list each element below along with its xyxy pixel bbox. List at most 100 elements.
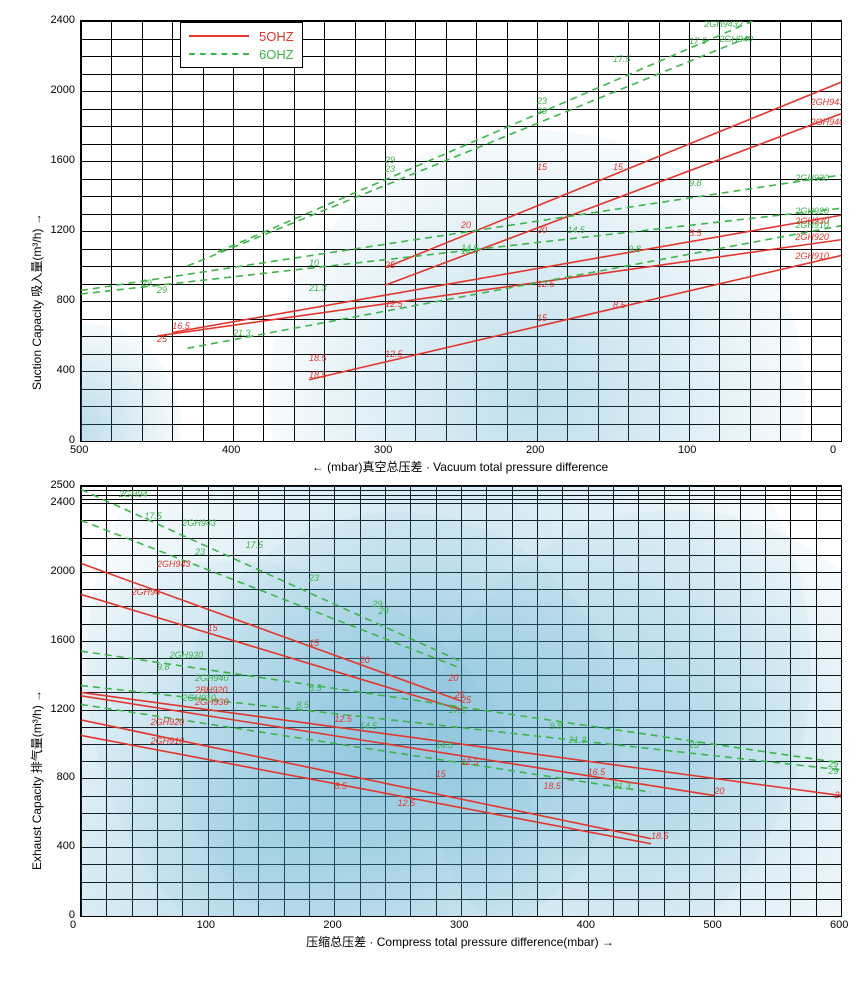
series-label: 15 xyxy=(537,162,547,172)
series-label: 18.5 xyxy=(309,353,327,363)
series-label: 12.5 xyxy=(334,714,352,724)
series-label: 21.3 xyxy=(569,735,587,745)
legend-line-50hz xyxy=(189,35,249,37)
y-tick-label: 1200 xyxy=(51,224,75,236)
series-label: 20 xyxy=(537,225,547,235)
series-2GH910 xyxy=(81,735,651,843)
series-label: 23 xyxy=(537,96,547,106)
x-tick-label: 300 xyxy=(450,919,468,931)
series-2GH940 xyxy=(187,37,749,266)
series-label: 2GH920 xyxy=(795,232,829,242)
legend-item-60hz: 6OHZ xyxy=(189,45,294,63)
series-label: 29 xyxy=(828,766,838,776)
y-tick-label: 1200 xyxy=(51,703,75,715)
x-tick-label: 0 xyxy=(70,919,76,931)
y-tick-label: 2000 xyxy=(51,84,75,96)
series-label: 2GH930 xyxy=(795,173,829,183)
series-2GH930 xyxy=(172,215,841,332)
exhaust-chart-plot: 2GH9432GH942BH9202GH9302GH9202GH9102GH94… xyxy=(80,485,842,917)
series-label: 18.5 xyxy=(543,781,561,791)
series-label: 2GH910 xyxy=(795,220,829,230)
x-tick-label: 200 xyxy=(323,919,341,931)
y-tick-label: 800 xyxy=(57,771,75,783)
series-label: 16.5 xyxy=(172,321,190,331)
y-tick-label: 1600 xyxy=(51,154,75,166)
series-label: 20 xyxy=(461,220,471,230)
x-tick-label: 200 xyxy=(526,444,544,456)
series-2GH9432B xyxy=(385,82,841,268)
x-tick-label: 400 xyxy=(222,444,240,456)
series-label: 25 xyxy=(835,790,842,800)
y-tick-label: 400 xyxy=(57,364,75,376)
y-tick-label: 2000 xyxy=(51,565,75,577)
exhaust-x-title: 压缩总压差 · Compress total pressure differen… xyxy=(80,933,840,950)
series-label: 25 xyxy=(385,260,395,270)
series-label: 25 xyxy=(461,695,471,705)
y-tick-label: 800 xyxy=(57,294,75,306)
series-label: 21.3 xyxy=(233,328,251,338)
series-label: 2GH94 xyxy=(132,587,161,597)
y-tick-label: 2400 xyxy=(51,496,75,508)
exhaust-y-title: Exhaust Capacity 排气量(m³/h) → xyxy=(28,690,45,870)
series-label: 12.5 xyxy=(461,757,479,767)
series-label: 15 xyxy=(537,313,547,323)
series-label: 20 xyxy=(448,673,458,683)
series-label: 2GH910 xyxy=(795,251,829,261)
series-label: 18.5 xyxy=(651,831,669,841)
series-label: 17.5 xyxy=(613,54,631,64)
series-label: 8.5 xyxy=(296,700,309,710)
series-label: 9.8 xyxy=(157,662,170,672)
series-label: 8.5 xyxy=(309,683,322,693)
series-2GH910 xyxy=(309,256,841,380)
series-label: 9.8 xyxy=(628,244,641,254)
series-label: 15 xyxy=(309,638,319,648)
series-2GH930 xyxy=(81,175,841,291)
series-label: 23 xyxy=(385,164,395,174)
series-label: 18.5 xyxy=(309,370,327,380)
series-label: 29 xyxy=(537,106,547,116)
series-label: 2GH943 xyxy=(182,518,216,528)
series-label: 12.5 xyxy=(537,279,555,289)
legend-label-50hz: 5OHZ xyxy=(259,29,294,44)
suction-chart-plot: 2GH9432B2GH9402GH9302GH9202GH9102GH94322… xyxy=(80,20,842,442)
series-label: 20 xyxy=(714,786,724,796)
series-label: 17.5 xyxy=(689,36,707,46)
series-label: 15 xyxy=(613,162,623,172)
series-label: 9.8 xyxy=(689,178,702,188)
series-label: 14.5 xyxy=(436,740,454,750)
series-label: 2GH920 xyxy=(795,206,829,216)
series-label: 23 xyxy=(309,573,319,583)
x-tick-label: 0 xyxy=(830,444,836,456)
x-tick-label: 500 xyxy=(70,444,88,456)
suction-y-title: Suction Capacity 吸入量(m³/h) → xyxy=(28,213,45,390)
series-label: 2GH910 xyxy=(151,736,185,746)
series-2GH94 xyxy=(81,594,461,709)
y-tick-label: 1600 xyxy=(51,634,75,646)
series-label: 2GH943 xyxy=(157,559,191,569)
series-label: 2GH920 xyxy=(151,717,185,727)
series-label: 14.5 xyxy=(360,721,378,731)
x-tick-label: 500 xyxy=(703,919,721,931)
x-tick-label: 300 xyxy=(374,444,392,456)
suction-x-title: ← (mbar)真空总压差 · Vacuum total pressure di… xyxy=(80,458,840,475)
series-label: 14.5 xyxy=(461,246,479,256)
series-2GH910 xyxy=(187,226,841,349)
series-2GH943 xyxy=(81,563,461,701)
series-label: 12.5 xyxy=(385,349,403,359)
series-label: 21.3 xyxy=(309,283,327,293)
series-label: 12.5 xyxy=(385,299,403,309)
series-label: 23 xyxy=(689,740,699,750)
series-label: 8.5 xyxy=(613,300,626,310)
legend-item-50hz: 5OHZ xyxy=(189,27,294,45)
series-label: 2GH940 xyxy=(719,34,753,44)
series-label: 2GH9432B xyxy=(811,97,842,107)
series-label: 2GH940 xyxy=(811,117,842,127)
series-label: 8.5 xyxy=(689,228,702,238)
series-label: 2GH940 xyxy=(195,673,229,683)
series-2GH94 xyxy=(81,489,461,661)
x-tick-label: 100 xyxy=(678,444,696,456)
series-label: 10 xyxy=(309,258,319,268)
series-2GH920 xyxy=(157,240,841,336)
series-label: 25 xyxy=(157,334,167,344)
series-label: 2GH930 xyxy=(170,650,204,660)
